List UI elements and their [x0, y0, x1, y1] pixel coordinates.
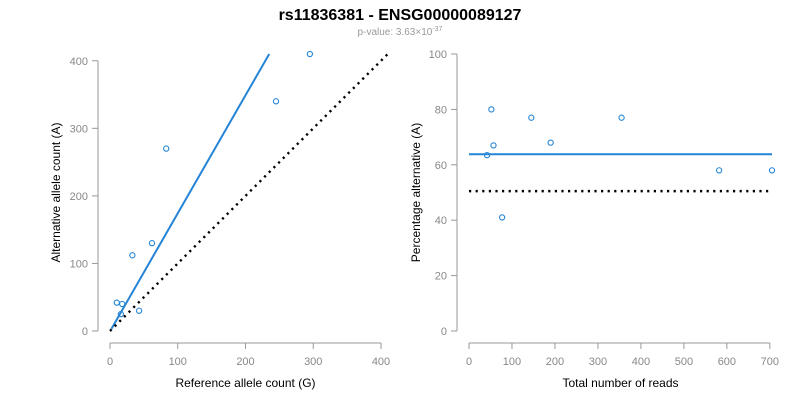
- panel1-x-tick-label: 0: [466, 356, 472, 368]
- panel0-reference-line: [109, 53, 389, 332]
- panel0-data-point: [163, 145, 170, 152]
- panel0-y-axis-label: Alternative allele count (A): [49, 122, 63, 262]
- panel0-data-point: [135, 307, 143, 314]
- panel1-data-point: [528, 114, 535, 121]
- p-value-text: p-value: 3.63×10: [358, 27, 433, 38]
- scatter-plot-allele-counts: 0 100 200 300 400 0 100 200 300 400 Reference alle…: [49, 50, 390, 390]
- scatter-plot-percentage-alternative: 0 100 200 300 400 500 600 700 0 20 40 60 80 100 Total …: [409, 49, 779, 390]
- panel0-x-tick-label: 200: [236, 356, 254, 368]
- panel1-y-tick-label: 80: [435, 104, 447, 116]
- panel1-x-tick-label: 200: [546, 356, 564, 368]
- panel0-data-point: [306, 50, 314, 58]
- panel0-x-tick-label: 400: [372, 356, 390, 368]
- panel0-x-axis-label: Reference allele count (G): [175, 376, 315, 390]
- panel1-x-tick-label: 500: [675, 356, 693, 368]
- panel1-x-tick-label: 300: [589, 356, 607, 368]
- panel1-x-tick-label: 100: [503, 356, 521, 368]
- panel1-data-point: [547, 139, 554, 146]
- panel1-y-axis-label: Percentage alternative (A): [409, 123, 423, 262]
- panel0-x-tick-label: 100: [169, 356, 187, 368]
- panel1-y-tick-label: 20: [435, 271, 447, 283]
- panel1-y-tick-label: 60: [435, 160, 447, 172]
- panel0-x-tick-label: 300: [304, 356, 322, 368]
- panel1-y-tick-label: 0: [441, 326, 447, 338]
- panel1-data-point: [715, 167, 723, 174]
- panel1-data-point: [618, 114, 625, 121]
- panel1-data-point: [768, 167, 776, 174]
- panel1-x-tick-label: 600: [718, 356, 736, 368]
- panel1-data-point: [488, 106, 495, 113]
- panel1-data-point: [498, 214, 506, 221]
- panel0-data-point: [119, 300, 126, 308]
- panel1-x-tick-label: 700: [761, 356, 779, 368]
- panel0-x-tick-label: 0: [107, 356, 113, 368]
- panel0-y-tick-label: 200: [70, 191, 88, 203]
- panel0-y-tick-label: 100: [70, 258, 88, 270]
- panel1-data-point: [490, 142, 497, 149]
- panel1-y-tick-label: 40: [435, 215, 447, 227]
- panel1-x-axis-label: Total number of reads: [562, 376, 678, 390]
- panel0-y-tick-label: 0: [82, 326, 88, 338]
- panel0-data-point: [117, 310, 124, 318]
- panel0-y-tick-label: 400: [70, 56, 88, 68]
- panel1-data-point: [483, 151, 491, 159]
- panel0-data-point: [113, 299, 120, 306]
- panel1-y-tick-label: 100: [429, 49, 447, 61]
- panel1-x-tick-label: 400: [632, 356, 650, 368]
- panel0-y-tick-label: 300: [70, 123, 88, 135]
- panel0-data-point: [148, 240, 156, 247]
- panel0-fit-line: [110, 53, 271, 330]
- figure-subtitle: p-value: 3.63×10-37: [358, 26, 443, 38]
- panel0-data-point: [129, 252, 136, 259]
- figure-title: rs11836381 - ENSG00000089127: [279, 7, 522, 24]
- panel0-data-point: [272, 98, 280, 105]
- p-value-exponent: -37: [432, 26, 442, 33]
